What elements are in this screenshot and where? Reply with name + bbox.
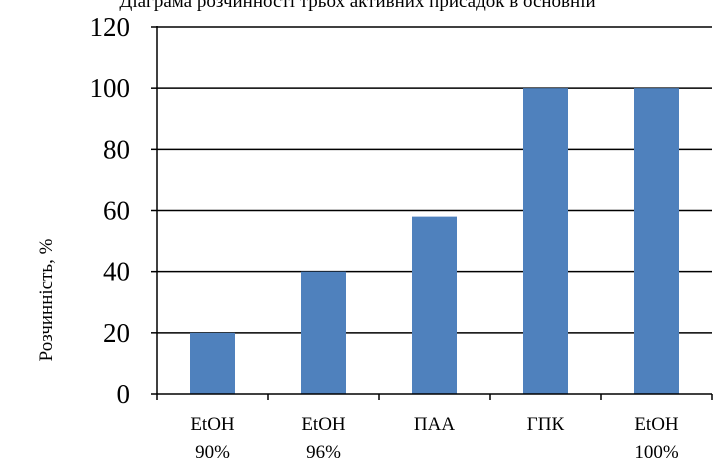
y-tick-labels: 0 20 40 60 80 100 120: [90, 12, 131, 409]
x-tick-label: EtOH 90%: [190, 414, 235, 463]
x-tick-label: ГПК: [527, 414, 565, 435]
y-tick-label: 20: [103, 318, 130, 348]
x-tick-label: EtOH 100%: [634, 414, 679, 463]
y-tick-label: 100: [90, 73, 131, 103]
bar: [190, 332, 235, 394]
x-tick-label: ПАА: [414, 414, 455, 435]
x-tick-label: EtOH 96%: [301, 414, 346, 463]
y-axis-label: Розчинність, %: [36, 238, 57, 361]
bar: [523, 88, 568, 395]
axes: [151, 26, 713, 400]
bars: [190, 88, 679, 395]
y-tick-label: 40: [103, 257, 130, 287]
bar: [412, 216, 457, 394]
y-tick-label: 0: [117, 379, 131, 409]
bar: [301, 271, 346, 394]
x-tick-labels: EtOH 90% EtOH 96% ПАА ГПК EtOH 100%: [190, 414, 679, 463]
bar: [634, 88, 679, 395]
y-tick-label: 80: [103, 134, 130, 164]
y-tick-label: 120: [90, 12, 131, 42]
y-tick-label: 60: [103, 196, 130, 226]
chart-title: Діаграма розчинності трьох активних прис…: [119, 0, 596, 12]
